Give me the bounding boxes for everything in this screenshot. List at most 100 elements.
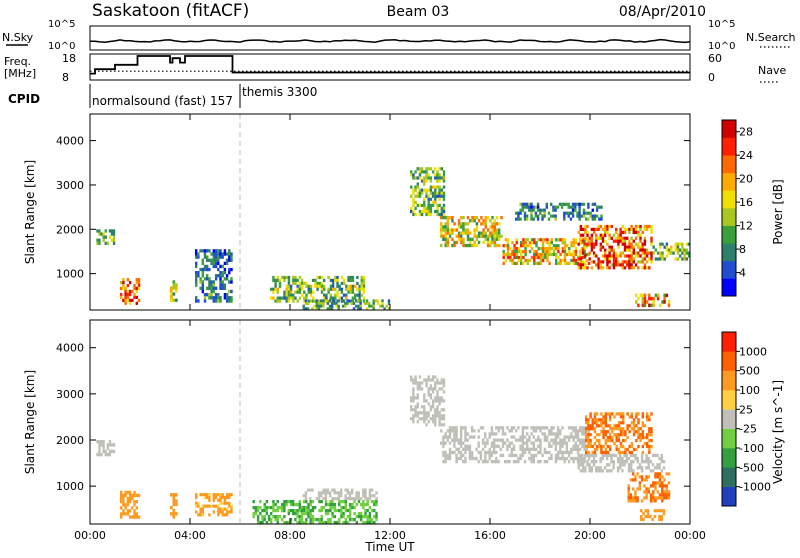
range-cell (541, 258, 545, 263)
range-cell (112, 229, 116, 233)
range-cell (329, 491, 332, 495)
range-cell (590, 466, 593, 470)
range-cell (221, 286, 224, 290)
range-cell (600, 421, 603, 425)
range-cell (501, 438, 505, 442)
range-cell (446, 456, 449, 461)
range-cell (599, 224, 602, 229)
range-cell (554, 432, 558, 436)
range-cell (604, 224, 607, 229)
range-cell (535, 241, 538, 245)
range-cell (520, 261, 523, 265)
range-cell (685, 257, 688, 261)
range-cell (613, 415, 616, 419)
range-cell (331, 296, 335, 300)
range-cell (446, 222, 450, 226)
range-cell (534, 426, 538, 430)
range-cell (283, 509, 286, 513)
range-cell (599, 245, 602, 249)
range-cell (473, 231, 476, 235)
range-cell (126, 512, 130, 516)
range-cell (667, 472, 671, 476)
range-cell (654, 257, 658, 261)
range-cell (639, 245, 642, 249)
range-cell (340, 296, 344, 300)
range-cell (427, 212, 430, 217)
range-cell (223, 261, 227, 265)
range-cell (641, 436, 644, 440)
range-cell (572, 255, 575, 260)
range-cell (374, 299, 378, 303)
range-cell (434, 384, 437, 388)
range-cell (434, 396, 437, 400)
range-cell (203, 299, 207, 303)
range-cell (126, 298, 130, 302)
range-cell (608, 453, 611, 458)
range-cell (289, 500, 293, 504)
range-cell (601, 233, 605, 237)
range-cell (630, 450, 634, 455)
range-cell (498, 234, 501, 238)
range-cell (608, 224, 611, 229)
colorbar-frame (721, 119, 737, 297)
range-cell (431, 387, 435, 391)
range-cell (438, 194, 441, 198)
range-cell (622, 421, 625, 425)
range-cell (559, 444, 562, 448)
range-cell (429, 405, 433, 409)
range-cell (469, 219, 472, 223)
range-cell (552, 214, 555, 218)
range-cell (303, 299, 306, 303)
range-cell (574, 429, 577, 433)
range-cell (637, 436, 640, 440)
range-cell (329, 296, 333, 300)
range-cell (427, 411, 430, 415)
range-cell (570, 435, 573, 439)
range-cell (647, 490, 650, 494)
range-cell (606, 263, 609, 267)
range-cell (579, 456, 583, 461)
range-cell (561, 250, 564, 254)
range-cell (320, 518, 323, 522)
range-cell (124, 286, 127, 291)
range-cell (539, 438, 542, 442)
range-cell (431, 191, 435, 195)
range-cell (567, 450, 571, 455)
range-cell (429, 179, 433, 183)
range-cell (641, 266, 644, 270)
range-cell (230, 296, 233, 300)
range-cell (547, 217, 551, 221)
range-cell (451, 231, 454, 235)
range-cell (434, 381, 437, 385)
range-cell (425, 167, 428, 171)
range-cell (349, 290, 352, 294)
range-cell (98, 449, 101, 454)
range-cell (276, 296, 279, 300)
range-cell (641, 251, 644, 255)
range-cell (329, 293, 333, 297)
range-cell (175, 493, 178, 497)
range-cell (351, 497, 354, 501)
range-cell (206, 493, 209, 497)
range-cell (530, 217, 533, 221)
range-cell (335, 521, 339, 525)
range-cell (135, 493, 138, 498)
range-cell (524, 244, 527, 248)
range-cell (643, 303, 647, 308)
range-cell (98, 238, 101, 242)
range-cell (568, 261, 571, 265)
range-cell (219, 280, 222, 284)
range-cell (353, 512, 356, 516)
range-cell (550, 432, 553, 436)
range-cell (344, 488, 347, 492)
range-cell (570, 244, 573, 248)
range-cell (423, 197, 426, 201)
range-cell (225, 293, 229, 297)
range-cell (532, 447, 535, 451)
range-cell (331, 503, 334, 507)
range-cell (334, 296, 337, 300)
range-cell (506, 250, 510, 254)
range-cell (492, 441, 496, 445)
range-cell (317, 497, 321, 501)
range-cell (283, 503, 286, 507)
